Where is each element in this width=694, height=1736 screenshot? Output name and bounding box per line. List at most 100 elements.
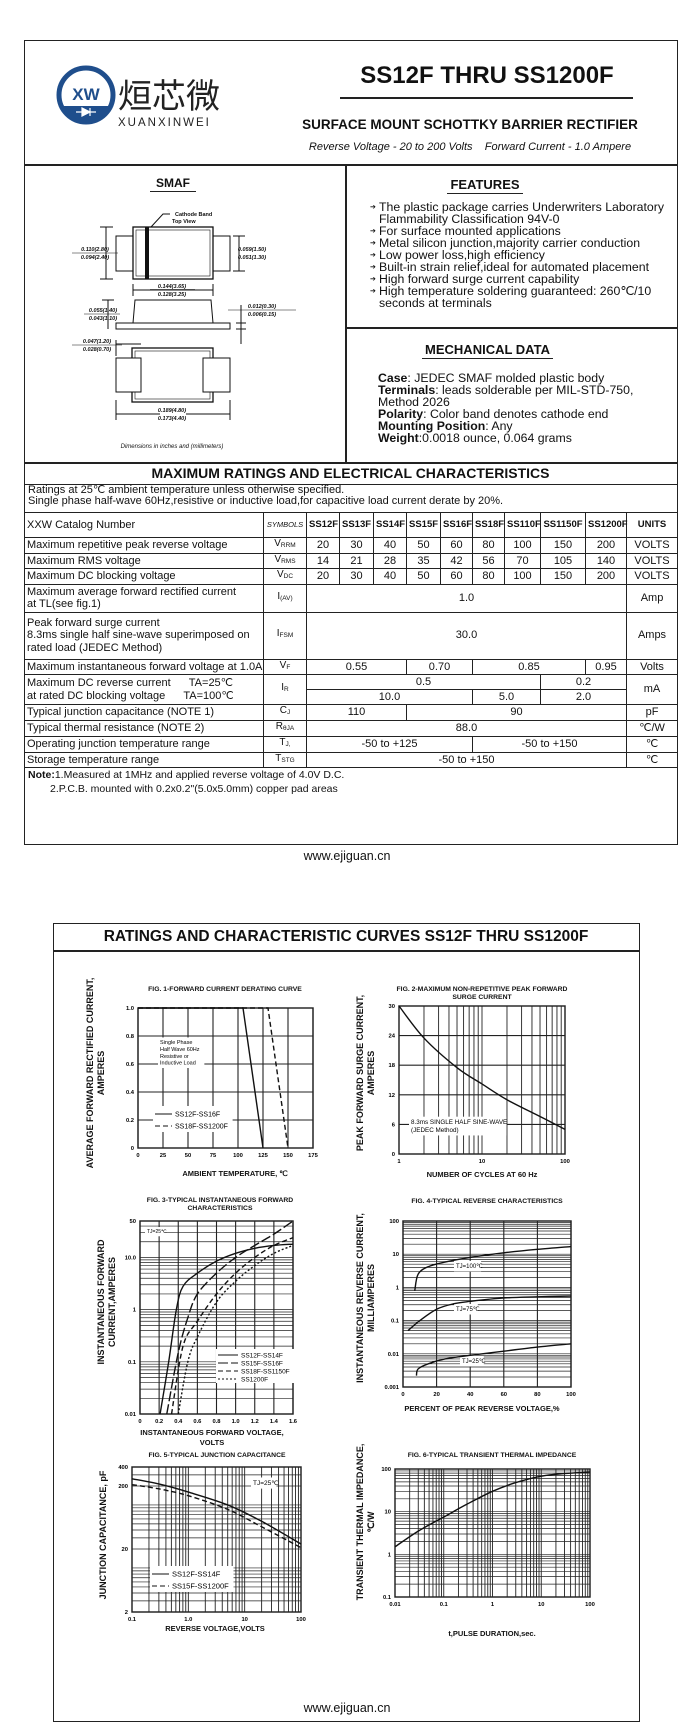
fig4-chart: 0 20 40 60 80 100 0.001 0.01 0.1 1 10 100 TJ=100℃ TJ=… <box>384 1219 575 1398</box>
dim-label: 0.012(0.30) <box>248 304 276 310</box>
x-tick-label: 10 <box>479 1159 485 1165</box>
y-tick-label: 0 <box>392 1152 395 1158</box>
table-footnotes: Note:1.Measured at 1MHz and applied reve… <box>28 768 344 796</box>
symbol-cell: TSTG <box>263 751 307 768</box>
features-list: The plastic package carries Underwriters… <box>370 201 670 309</box>
x-tick-label: 75 <box>210 1153 217 1159</box>
y-tick-label: 0.1 <box>391 1319 400 1325</box>
symbol-cell: I(AV) <box>263 583 307 613</box>
y-tick-label: 0.1 <box>128 1360 137 1366</box>
x-tick-label: 0.4 <box>174 1419 183 1425</box>
series-line-fig4-0 <box>414 1245 572 1291</box>
y-tick-label: 1 <box>388 1552 392 1558</box>
annotation-bg <box>460 1356 484 1367</box>
table-row: Operating junction temperature range TJ, -… <box>24 736 678 753</box>
chart-title-line: FIG. 3-TYPICAL INSTANTANEOUS FORWARD <box>146 1197 294 1204</box>
series-line-fig6-0 <box>394 1471 591 1548</box>
mechanical-key: Terminals <box>378 383 436 397</box>
y-tick-label: 1 <box>396 1285 400 1291</box>
value-cell: 88.0 <box>306 720 627 737</box>
chart-annotation: TJ=75℃ <box>456 1307 480 1313</box>
parameter-line: Peak forward surge current <box>27 616 160 629</box>
mechanical-item: Weight:0.0018 ounce, 0.064 grams <box>378 432 668 444</box>
header-part-ss16f: SS16F <box>440 512 473 538</box>
x-tick-label: 100 <box>560 1159 570 1165</box>
fig5-chart: 0.1 1.0 10 100 2 20 200 400 TJ=25℃ SS12F-SS14F SS1… <box>118 1465 306 1623</box>
chart-annotation: TJ=25℃ <box>462 1359 486 1365</box>
series-line-fig4-1 <box>407 1295 572 1332</box>
fig1-chart: 0 25 50 75 100 125 150 175 0 0.2 0.4 0.6 0.8 1.0 Singl… <box>126 1006 319 1159</box>
fig2-title: FIG. 2-MAXIMUM NON-REPETITIVE PEAK FORWA… <box>397 986 568 1002</box>
table-row: Maximum RMS voltage VRMS 14 21 28 35 42 56 70 105… <box>24 552 678 569</box>
symbol-subscript: DC <box>283 573 294 580</box>
dim-label: 0.128(3.25) <box>158 292 186 298</box>
x-axis-label-line: INSTANTANEOUS FORWARD VOLTAGE, <box>140 1428 284 1437</box>
x-tick-label: 0.1 <box>440 1602 449 1608</box>
ratings-title: MAXIMUM RATINGS AND ELECTRICAL CHARACTER… <box>151 465 550 481</box>
parameter-line: Maximum DC reverse current TA=25℃ <box>27 677 234 689</box>
package-outline-drawing: Cathode Band Top View 0.110(2.80) 0.094(… <box>72 212 296 450</box>
fig4-x-axis-label: PERCENT OF PEAK REVERSE VOLTAGE,% <box>404 1404 559 1414</box>
dim-label: 0.110(2.80) <box>81 247 109 253</box>
logo-mark: XW 烜芯微 XUANXINWEI <box>56 65 220 129</box>
y-tick-label: 10 <box>385 1510 391 1516</box>
value-cell: 0.2 <box>540 674 627 690</box>
website-link-page2[interactable]: www.ejiguan.cn <box>303 1701 391 1715</box>
mechanical-title: MECHANICAL DATA <box>422 342 553 359</box>
fig4-title: FIG. 4-TYPICAL REVERSE CHARACTERISTICS <box>411 1198 562 1206</box>
symbol-main: I <box>277 590 281 602</box>
dim-label: 0.094(2.40) <box>81 255 109 261</box>
table-row: Storage temperature range TSTG -50 to +150… <box>24 751 678 768</box>
x-tick-label: 80 <box>534 1392 540 1398</box>
series-line-fig2-0 <box>398 1005 566 1130</box>
dim-label: 0.059(1.50) <box>238 247 266 253</box>
feature-item: Built-in strain relief,ideal for automat… <box>370 261 670 274</box>
series-line-ss15f-ss1200f <box>131 1483 302 1549</box>
symbol-subscript: RMS <box>281 557 296 565</box>
plot-area <box>402 1220 572 1388</box>
value-cell: 80 <box>472 568 505 585</box>
unit-cell: Amps <box>626 611 678 660</box>
header-part-ss18f: SS18F <box>472 512 505 538</box>
parameter-line: Maximum instantaneous forward voltage at… <box>27 660 263 673</box>
symbol-subscript: FSM <box>279 632 294 640</box>
value-cell: -50 to +150 <box>306 751 627 768</box>
parameter-cell: Typical junction capacitance (NOTE 1) <box>24 704 264 721</box>
value-cell: 60 <box>440 537 473 554</box>
annotation-bg <box>454 1304 478 1315</box>
parameter-line: Maximum RMS voltage <box>27 554 141 567</box>
symbol-subscript: J <box>286 709 291 717</box>
symbol-subscript: (AV) <box>280 594 293 602</box>
header-catalog-number: XXW Catalog Number <box>24 512 264 538</box>
feature-item: Low power loss,high efficiency <box>370 249 670 262</box>
dim-label: 0.173(4.40) <box>158 416 186 422</box>
fig3-x-axis-label: INSTANTANEOUS FORWARD VOLTAGE, VOLTS <box>140 1428 283 1448</box>
chart-annotation: Half Wave 60Hz <box>160 1047 200 1053</box>
y-tick-label: 30 <box>389 1004 395 1010</box>
chart-title-line: SURGE CURRENT <box>452 994 512 1001</box>
x-tick-label: 100 <box>233 1153 243 1159</box>
chart-annotation: Resistive or <box>160 1054 189 1060</box>
legend-label: SS18F-SS1150F <box>241 1368 290 1375</box>
x-tick-label: 0.6 <box>193 1419 202 1425</box>
mechanical-item: Mounting Position: Any <box>378 420 668 432</box>
series-line-ss12f-ss14f <box>159 1243 294 1415</box>
symbol-subscript: θJA <box>283 725 295 733</box>
legend-label: SS1200F <box>241 1376 268 1383</box>
parameter-line: Maximum DC blocking voltage <box>27 570 176 582</box>
table-row: Peak forward surge current 8.3ms single h… <box>24 611 678 660</box>
x-tick-label: 150 <box>283 1153 293 1159</box>
y-tick-label: 12 <box>389 1093 395 1099</box>
parameter-line: at TL(see fig.1) <box>27 598 101 610</box>
legend-bg <box>153 1106 233 1132</box>
website-link-page1[interactable]: www.ejiguan.cn <box>303 849 391 863</box>
ratings-conditions: Ratings at 25℃ ambient temperature unles… <box>28 485 503 507</box>
unit-cell: mA <box>626 674 678 705</box>
header-part-ss12f: SS12F <box>306 512 340 538</box>
symbol-main: V <box>274 553 282 565</box>
parameter-line: Maximum repetitive peak reverse voltage <box>27 539 228 551</box>
parameter-line: Typical junction capacitance (NOTE 1) <box>27 706 215 719</box>
y-tick-label: 0.01 <box>388 1352 400 1358</box>
